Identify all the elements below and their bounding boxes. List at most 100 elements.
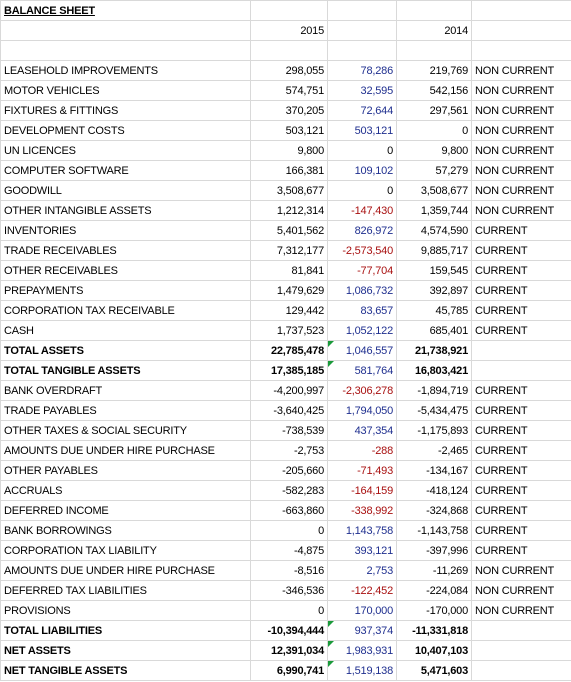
row-label: BANK OVERDRAFT [0, 380, 251, 401]
total-row: NET ASSETS 12,391,034 1,983,931 10,407,103 [0, 640, 571, 661]
value-2015: -4,200,997 [250, 380, 328, 401]
difference: 1,086,732 [327, 280, 397, 301]
classification: NON CURRENT [471, 140, 571, 161]
row-label: UN LICENCES [0, 140, 251, 161]
cell [471, 40, 571, 61]
value-2014: -1,143,758 [396, 520, 472, 541]
difference: 1,983,931 [327, 640, 397, 661]
value-2014: 542,156 [396, 80, 472, 101]
data-row: OTHER INTANGIBLE ASSETS 1,212,314 -147,430… [0, 200, 571, 221]
difference: -338,992 [327, 500, 397, 521]
classification: CURRENT [471, 220, 571, 241]
data-row: GOODWILL 3,508,677 0 3,508,677 NON CURRENT [0, 180, 571, 201]
value-2015: -2,753 [250, 440, 328, 461]
data-row: LEASEHOLD IMPROVEMENTS 298,055 78,286 219,7… [0, 60, 571, 81]
difference: 1,052,122 [327, 320, 397, 341]
classification: NON CURRENT [471, 600, 571, 621]
value-2015: -10,394,444 [250, 620, 328, 641]
value-2015: -4,875 [250, 540, 328, 561]
value-2015: -205,660 [250, 460, 328, 481]
value-2015: 17,385,185 [250, 360, 328, 381]
cell [471, 20, 571, 41]
value-2015: -8,516 [250, 560, 328, 581]
value-2014: 45,785 [396, 300, 472, 321]
data-row: AMOUNTS DUE UNDER HIRE PURCHASE -2,753 -28… [0, 440, 571, 461]
row-label: COMPUTER SOFTWARE [0, 160, 251, 181]
total-row: TOTAL ASSETS 22,785,478 1,046,557 21,738,92… [0, 340, 571, 361]
data-row: FIXTURES & FITTINGS 370,205 72,644 297,561 N… [0, 100, 571, 121]
difference: -2,306,278 [327, 380, 397, 401]
value-2014: 21,738,921 [396, 340, 472, 361]
cell [471, 660, 571, 681]
data-row: DEVELOPMENT COSTS 503,121 503,121 0 NON CURR… [0, 120, 571, 141]
classification: NON CURRENT [471, 180, 571, 201]
difference: -71,493 [327, 460, 397, 481]
cell-flag [328, 361, 334, 367]
value-2015: 166,381 [250, 160, 328, 181]
value-2014: 159,545 [396, 260, 472, 281]
value-2014: 4,574,590 [396, 220, 472, 241]
row-label: CORPORATION TAX RECEIVABLE [0, 300, 251, 321]
classification: NON CURRENT [471, 560, 571, 581]
classification: CURRENT [471, 480, 571, 501]
data-row: CORPORATION TAX RECEIVABLE 129,442 83,657 4… [0, 300, 571, 321]
value-2014: 219,769 [396, 60, 472, 81]
row-label: AMOUNTS DUE UNDER HIRE PURCHASE [0, 560, 251, 581]
classification: CURRENT [471, 260, 571, 281]
value-2015: -582,283 [250, 480, 328, 501]
value-2015: 574,751 [250, 80, 328, 101]
value-2014: 57,279 [396, 160, 472, 181]
difference: 1,519,138 [327, 660, 397, 681]
value-2014: 9,885,717 [396, 240, 472, 261]
difference: 503,121 [327, 120, 397, 141]
data-row: OTHER TAXES & SOCIAL SECURITY -738,539 437… [0, 420, 571, 441]
classification: CURRENT [471, 460, 571, 481]
classification: CURRENT [471, 240, 571, 261]
cell [471, 640, 571, 661]
value-2014: -5,434,475 [396, 400, 472, 421]
row-label: TRADE RECEIVABLES [0, 240, 251, 261]
value-2014: -11,269 [396, 560, 472, 581]
row-label: DEFERRED TAX LIABILITIES [0, 580, 251, 601]
difference: -2,573,540 [327, 240, 397, 261]
data-row: UN LICENCES 9,800 0 9,800 NON CURRENT [0, 140, 571, 161]
sheet-title: BALANCE SHEET [0, 0, 251, 21]
value-2014: -397,996 [396, 540, 472, 561]
difference: 32,595 [327, 80, 397, 101]
row-label: NET ASSETS [0, 640, 251, 661]
difference: 937,374 [327, 620, 397, 641]
cell [327, 40, 397, 61]
cell-flag [328, 661, 334, 667]
difference: 1,143,758 [327, 520, 397, 541]
value-2015: 129,442 [250, 300, 328, 321]
value-2014: -1,175,893 [396, 420, 472, 441]
difference: 0 [327, 140, 397, 161]
data-row: BANK OVERDRAFT -4,200,997 -2,306,278 -1,894… [0, 380, 571, 401]
data-row: TRADE RECEIVABLES 7,312,177 -2,573,540 9,88… [0, 240, 571, 261]
row-label: TRADE PAYABLES [0, 400, 251, 421]
total-row: TOTAL LIABILITIES -10,394,444 937,374 -11,3… [0, 620, 571, 641]
value-2014: 297,561 [396, 100, 472, 121]
difference: 72,644 [327, 100, 397, 121]
row-label: TOTAL LIABILITIES [0, 620, 251, 641]
data-row: BANK BORROWINGS 0 1,143,758 -1,143,758 CURRE… [0, 520, 571, 541]
row-label: AMOUNTS DUE UNDER HIRE PURCHASE [0, 440, 251, 461]
cell [250, 0, 328, 21]
classification: CURRENT [471, 540, 571, 561]
cell [471, 620, 571, 641]
value-2015: 7,312,177 [250, 240, 328, 261]
value-2015: 5,401,562 [250, 220, 328, 241]
year-header: 2015 [250, 20, 328, 41]
classification: CURRENT [471, 400, 571, 421]
value-2015: 81,841 [250, 260, 328, 281]
value-2014: -224,084 [396, 580, 472, 601]
row-label: OTHER TAXES & SOCIAL SECURITY [0, 420, 251, 441]
classification: NON CURRENT [471, 580, 571, 601]
value-2014: 10,407,103 [396, 640, 472, 661]
data-row: DEFERRED TAX LIABILITIES -346,536 -122,452… [0, 580, 571, 601]
difference: 0 [327, 180, 397, 201]
cell [327, 20, 397, 41]
value-2015: 1,479,629 [250, 280, 328, 301]
difference: 170,000 [327, 600, 397, 621]
